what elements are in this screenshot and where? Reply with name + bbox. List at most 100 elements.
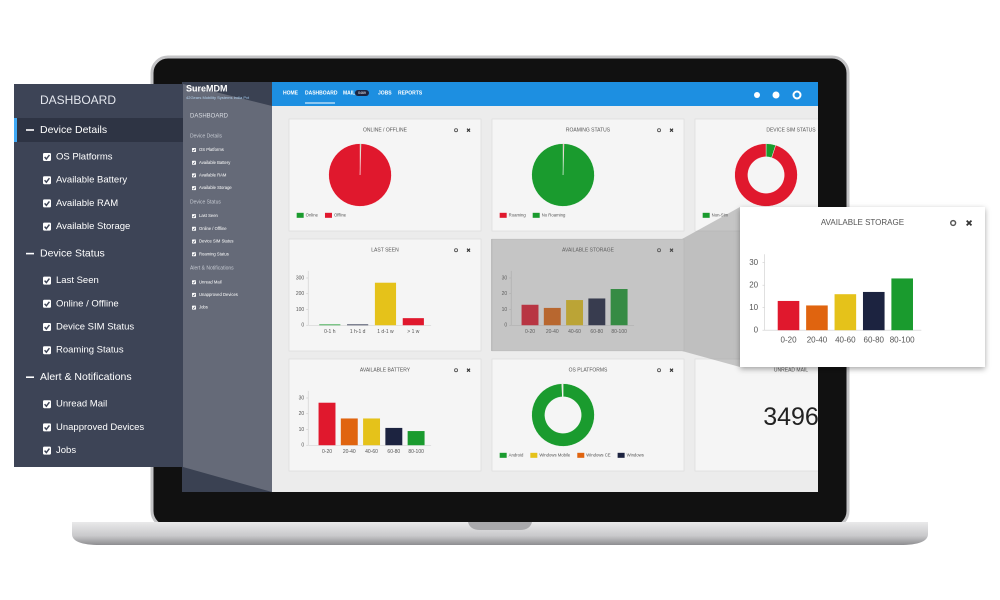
slice bbox=[734, 143, 798, 207]
legend-swatch bbox=[530, 452, 538, 458]
sidebar-group[interactable]: Device Details bbox=[40, 124, 107, 136]
checkmark bbox=[192, 293, 196, 297]
close-icon[interactable] bbox=[466, 128, 471, 133]
bar bbox=[777, 300, 800, 331]
mail-badge-bg bbox=[355, 90, 369, 96]
y-tick-label: 20 bbox=[502, 291, 508, 297]
y-tick-label: 100 bbox=[296, 307, 305, 313]
sidebar-item[interactable]: Jobs bbox=[56, 445, 76, 456]
sidebar-item[interactable]: Last Seen bbox=[56, 275, 99, 286]
group-highlight bbox=[14, 118, 183, 142]
sidebar-item[interactable]: Unapproved Devices bbox=[56, 422, 144, 433]
bar bbox=[319, 324, 341, 326]
zoom-popup-content: AVAILABLE STORAGE 0 10 20 30 0-20 20-40 40-60 60… bbox=[749, 218, 973, 345]
refresh-icon[interactable] bbox=[861, 129, 864, 132]
sidebar-item[interactable]: Available Storage bbox=[199, 185, 232, 190]
phone-icon[interactable] bbox=[754, 92, 760, 98]
close-icon[interactable] bbox=[669, 248, 674, 253]
nav-item[interactable]: DASHBOARD bbox=[305, 90, 338, 96]
nav-item[interactable]: MAIL bbox=[343, 90, 355, 96]
widget-title: UNREAD MAIL bbox=[774, 368, 808, 374]
sidebar-item[interactable]: Jobs bbox=[199, 305, 208, 310]
y-tick-label: 0 bbox=[504, 323, 507, 329]
refresh-icon[interactable] bbox=[657, 368, 661, 373]
sidebar-group[interactable]: Device Status bbox=[190, 199, 221, 205]
x-tick-label: 40-60 bbox=[365, 449, 378, 455]
legend-swatch bbox=[702, 212, 710, 218]
checkmark bbox=[44, 448, 50, 454]
sidebar-item[interactable]: Available Battery bbox=[56, 175, 127, 186]
bar bbox=[402, 318, 424, 326]
refresh-icon[interactable] bbox=[950, 219, 957, 227]
y-tick-label: 10 bbox=[502, 307, 508, 313]
checkmark bbox=[44, 154, 50, 161]
settings-icon[interactable] bbox=[792, 90, 802, 100]
sidebar-group[interactable]: Device Details bbox=[190, 133, 222, 139]
refresh-icon[interactable] bbox=[454, 248, 458, 253]
big-number: 3496 bbox=[763, 403, 819, 431]
sidebar-item[interactable]: OS Platforms bbox=[199, 147, 224, 152]
refresh-icon[interactable] bbox=[861, 369, 864, 372]
close-icon[interactable] bbox=[873, 129, 876, 132]
x-tick-label: 1 h-1 d bbox=[350, 329, 366, 335]
legend-swatch bbox=[577, 452, 585, 458]
y-tick-label: 20 bbox=[749, 280, 758, 289]
checkmark bbox=[192, 306, 196, 310]
refresh-icon[interactable] bbox=[657, 248, 661, 253]
sidebar-item[interactable]: Available RAM bbox=[56, 198, 118, 209]
sidebar-item[interactable]: Online / Offline bbox=[56, 298, 119, 309]
sidebar-item[interactable]: Roaming Status bbox=[199, 251, 229, 256]
app-sidebar bbox=[182, 82, 272, 492]
close-icon[interactable] bbox=[966, 219, 973, 227]
checkmark bbox=[192, 227, 196, 231]
legend-label: Windows Mobile bbox=[539, 452, 571, 457]
sidebar-item[interactable]: Unread Mail bbox=[56, 399, 107, 410]
sidebar-item[interactable]: Online / Offline bbox=[199, 226, 227, 231]
bar bbox=[588, 298, 606, 326]
sidebar-item[interactable]: Device SIM Status bbox=[199, 239, 233, 244]
sidebar-item[interactable]: Available Storage bbox=[56, 221, 130, 232]
sidebar-item[interactable]: Device SIM Status bbox=[56, 322, 134, 333]
sidebar-item[interactable]: Unread Mail bbox=[199, 279, 222, 284]
close-icon[interactable] bbox=[466, 368, 471, 373]
sidebar-group[interactable]: Alert & Notifications bbox=[190, 266, 234, 272]
nav-item[interactable]: REPORTS bbox=[398, 90, 423, 96]
nav-item[interactable]: JOBS bbox=[378, 90, 392, 96]
bar bbox=[385, 427, 403, 446]
sidebar-group[interactable]: Alert & Notifications bbox=[40, 371, 132, 383]
refresh-icon[interactable] bbox=[454, 368, 458, 373]
checkmark bbox=[44, 224, 50, 230]
refresh-icon[interactable] bbox=[657, 128, 661, 133]
sidebar-group[interactable]: Device Status bbox=[40, 247, 105, 259]
widget-title: AVAILABLE BATTERY bbox=[360, 368, 411, 374]
sidebar-item[interactable]: Last Seen bbox=[199, 213, 219, 218]
refresh-icon[interactable] bbox=[454, 128, 458, 133]
checkmark bbox=[192, 174, 196, 177]
sidebar-item[interactable]: Unapproved Devices bbox=[199, 292, 238, 297]
slice bbox=[531, 383, 595, 447]
legend-swatch bbox=[532, 212, 540, 218]
x-tick-label: 40-60 bbox=[835, 336, 856, 345]
help-icon[interactable] bbox=[772, 91, 780, 99]
legend-label: Windows CE bbox=[586, 452, 610, 457]
bar bbox=[610, 289, 628, 326]
x-tick-label: > 1 w bbox=[407, 329, 419, 335]
sidebar-item[interactable]: OS Platforms bbox=[56, 152, 113, 163]
sidebar-item[interactable]: Available RAM bbox=[199, 173, 227, 178]
bar bbox=[834, 294, 857, 331]
close-icon[interactable] bbox=[873, 369, 876, 372]
bar bbox=[374, 282, 397, 326]
x-tick-label: 60-80 bbox=[864, 336, 885, 345]
close-icon[interactable] bbox=[669, 128, 674, 133]
nav-item[interactable]: HOME bbox=[283, 90, 299, 96]
bar bbox=[521, 304, 539, 326]
legend-label: Offline bbox=[334, 212, 347, 217]
sidebar-item[interactable]: Available Battery bbox=[199, 160, 231, 165]
close-icon[interactable] bbox=[669, 368, 674, 373]
x-tick-label: 0-20 bbox=[781, 336, 798, 345]
sidebar-item[interactable]: Roaming Status bbox=[56, 345, 124, 356]
x-tick-label: 0-1 h bbox=[324, 329, 336, 335]
slice bbox=[328, 143, 392, 207]
widget-card bbox=[694, 358, 818, 472]
close-icon[interactable] bbox=[466, 248, 471, 253]
